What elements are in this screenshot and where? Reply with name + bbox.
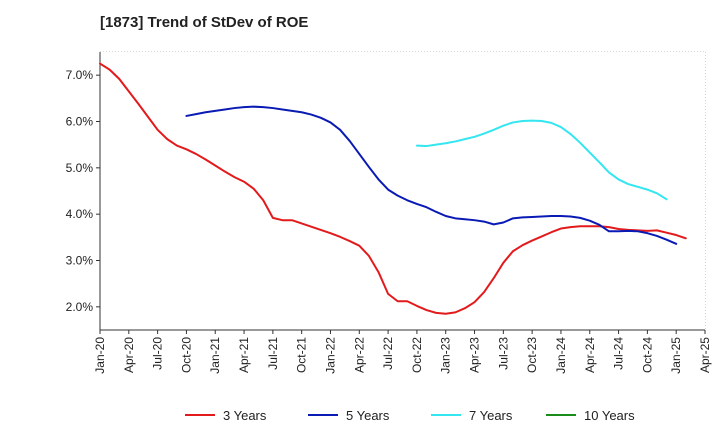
- x-tick-label: Jan-20: [93, 337, 107, 374]
- legend-label: 5 Years: [346, 408, 390, 423]
- series-line-5-years: [185, 105, 678, 245]
- chart-title: [1873] Trend of StDev of ROE: [100, 14, 309, 31]
- x-tick-label: Apr-24: [583, 337, 597, 373]
- x-tick-label: Oct-23: [525, 337, 539, 373]
- x-tick-label: Jul-20: [151, 337, 165, 370]
- series-lines: [99, 62, 687, 315]
- x-tick-label: Jul-22: [381, 337, 395, 370]
- x-tick-label: Apr-23: [468, 337, 482, 373]
- y-tick-label: 4.0%: [66, 207, 94, 221]
- x-tick-label: Jul-23: [496, 337, 510, 370]
- legend: 3 Years 5 Years 7 Years 10 Years: [185, 408, 635, 423]
- x-tick-label: Jul-21: [266, 337, 280, 370]
- series-line-3-years: [99, 62, 687, 315]
- x-tick-label: Jan-24: [554, 337, 568, 374]
- x-tick-label: Apr-21: [237, 337, 251, 373]
- x-tick-label: Jul-24: [612, 337, 626, 370]
- x-tick-label: Apr-22: [352, 337, 366, 373]
- x-axis-ticks: Jan-20 Apr-20 Jul-20 Oct-20 Jan-21 Apr-21 Jul-…: [93, 330, 712, 374]
- x-tick-label: Apr-20: [122, 337, 136, 373]
- x-tick-label: Jan-23: [439, 337, 453, 374]
- y-tick-label: 5.0%: [66, 161, 94, 175]
- y-tick-label: 2.0%: [66, 300, 94, 314]
- y-tick-label: 7.0%: [66, 68, 94, 82]
- x-tick-label: Oct-22: [410, 337, 424, 373]
- x-tick-label: Jan-22: [323, 337, 337, 374]
- x-tick-label: Apr-25: [698, 337, 712, 373]
- legend-label: 7 Years: [469, 408, 513, 423]
- x-tick-label: Jan-21: [208, 337, 222, 374]
- x-tick-label: Oct-20: [179, 337, 193, 373]
- legend-label: 3 Years: [223, 408, 267, 423]
- series-line-7-years: [415, 119, 668, 201]
- y-tick-label: 6.0%: [66, 115, 94, 129]
- x-tick-label: Oct-24: [640, 337, 654, 373]
- plot-area: [100, 52, 705, 330]
- y-tick-label: 3.0%: [66, 254, 94, 268]
- x-tick-label: Oct-21: [295, 337, 309, 373]
- legend-label: 10 Years: [584, 408, 635, 423]
- x-tick-label: Jan-25: [669, 337, 683, 374]
- axes: [99, 52, 705, 331]
- y-axis-ticks: 2.0% 3.0% 4.0% 5.0% 6.0% 7.0%: [66, 68, 100, 314]
